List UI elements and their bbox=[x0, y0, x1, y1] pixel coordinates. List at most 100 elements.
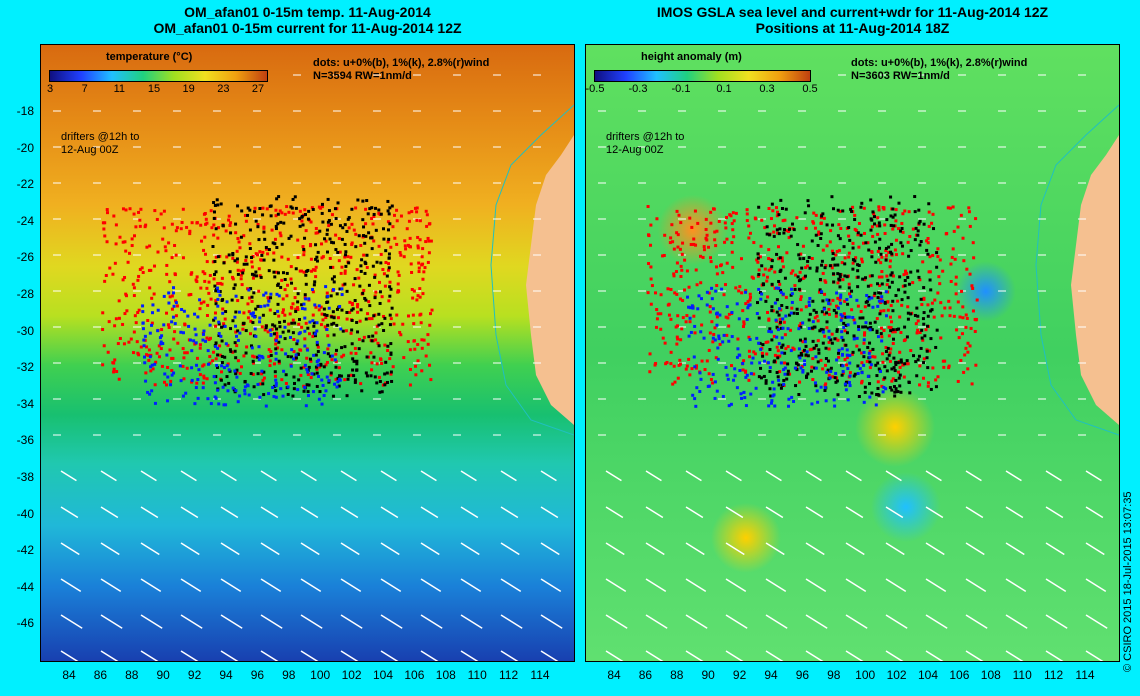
current-arrow bbox=[685, 578, 707, 592]
drifter-dot bbox=[974, 363, 978, 367]
drifter-dot bbox=[716, 357, 720, 361]
drifter-dot bbox=[261, 378, 265, 382]
drifter-dot bbox=[935, 265, 939, 269]
drifter-dot bbox=[932, 227, 936, 231]
drifter-dot bbox=[408, 236, 412, 240]
drifter-dot bbox=[926, 241, 930, 245]
drifter-dot bbox=[338, 378, 342, 382]
drifter-dot bbox=[683, 258, 687, 262]
drifter-dot bbox=[185, 366, 189, 370]
drifter-dot bbox=[218, 344, 222, 348]
current-arrow bbox=[685, 650, 704, 661]
drifter-dot bbox=[136, 351, 140, 355]
drifter-dot bbox=[814, 355, 818, 359]
drifter-dot bbox=[343, 255, 347, 259]
drifter-dot bbox=[880, 335, 884, 339]
drifter-dot bbox=[751, 356, 755, 360]
drifter-dot bbox=[268, 204, 272, 208]
drifter-dot bbox=[799, 278, 803, 282]
drifter-dot bbox=[900, 303, 904, 307]
current-arrow bbox=[420, 542, 440, 556]
drifter-dot bbox=[413, 347, 417, 351]
drifter-dot bbox=[389, 351, 393, 355]
drifter-dot bbox=[839, 313, 843, 317]
drifter-dot bbox=[341, 329, 345, 333]
drifter-dot bbox=[128, 251, 132, 255]
drifter-dot bbox=[327, 218, 331, 222]
drifter-dot bbox=[711, 307, 715, 311]
drifter-dot bbox=[715, 323, 719, 327]
drifter-dot bbox=[852, 337, 856, 341]
drifter-dot bbox=[787, 404, 791, 408]
drifter-dot bbox=[766, 340, 770, 344]
drifter-dot bbox=[717, 337, 721, 341]
drifter-dot bbox=[725, 305, 729, 309]
drifter-dot bbox=[306, 390, 310, 394]
drifter-dot bbox=[376, 341, 380, 345]
drifter-dot bbox=[419, 321, 423, 325]
drifter-dot bbox=[308, 332, 312, 336]
drifter-dot bbox=[788, 313, 792, 317]
drifter-dot bbox=[755, 312, 759, 316]
drifter-dot bbox=[226, 362, 230, 366]
drifter-dot bbox=[383, 383, 387, 387]
drifter-dot bbox=[162, 294, 166, 298]
drifter-dot bbox=[416, 235, 420, 239]
drifter-dot bbox=[964, 346, 968, 350]
drifter-dot bbox=[768, 369, 772, 373]
drifter-dot bbox=[423, 266, 427, 270]
drifter-dot bbox=[272, 258, 276, 262]
drifter-dot bbox=[661, 254, 665, 258]
drifter-dot bbox=[296, 352, 300, 356]
drifter-dot bbox=[274, 227, 278, 231]
drifter-dot bbox=[378, 290, 382, 294]
current-arrow bbox=[765, 578, 787, 592]
drifter-dot bbox=[777, 313, 781, 317]
drifter-dot bbox=[391, 365, 395, 369]
drifter-dot bbox=[961, 316, 965, 320]
drifter-dot bbox=[782, 368, 786, 372]
drifter-dot bbox=[325, 361, 329, 365]
drifter-dot bbox=[418, 219, 422, 223]
drifter-dot bbox=[289, 205, 293, 209]
drifter-dot bbox=[775, 252, 779, 256]
drifter-dot bbox=[738, 285, 742, 289]
drifter-dot bbox=[324, 389, 328, 393]
drifter-dot bbox=[889, 273, 893, 277]
drifter-dot bbox=[868, 360, 872, 364]
drifter-dot bbox=[834, 311, 838, 315]
drifter-dot bbox=[715, 284, 719, 288]
drifter-dot bbox=[251, 314, 255, 318]
current-arrow bbox=[685, 506, 704, 519]
drifter-dot bbox=[402, 255, 406, 259]
drifter-dot bbox=[161, 342, 165, 346]
drifter-dot bbox=[777, 257, 781, 261]
drifter-dot bbox=[150, 363, 154, 367]
drifter-dot bbox=[274, 339, 278, 343]
drifter-dot bbox=[261, 382, 265, 386]
drifter-dot bbox=[358, 284, 362, 288]
drifter-dot bbox=[836, 296, 840, 300]
drifter-dot bbox=[735, 302, 739, 306]
drifter-dot bbox=[383, 343, 387, 347]
drifter-dot bbox=[417, 266, 421, 270]
drifter-dot bbox=[425, 224, 429, 228]
drifter-dot bbox=[279, 387, 283, 391]
drifter-dot bbox=[888, 359, 892, 363]
drifter-dot bbox=[851, 267, 855, 271]
drifter-dot bbox=[167, 241, 171, 245]
drifter-dot bbox=[203, 235, 207, 239]
drifter-dot bbox=[876, 232, 880, 236]
drifter-dot bbox=[173, 330, 177, 334]
drifter-dot bbox=[931, 253, 935, 257]
current-arrow bbox=[885, 614, 908, 629]
drifter-dot bbox=[388, 323, 392, 327]
drifter-dot bbox=[302, 249, 306, 253]
drifter-dot bbox=[283, 278, 287, 282]
drifter-dot bbox=[687, 357, 691, 361]
drifter-dot bbox=[272, 362, 276, 366]
drifter-dot bbox=[383, 372, 387, 376]
drifter-dot bbox=[922, 322, 926, 326]
drifter-dot bbox=[311, 313, 315, 317]
drifter-dot bbox=[780, 345, 784, 349]
